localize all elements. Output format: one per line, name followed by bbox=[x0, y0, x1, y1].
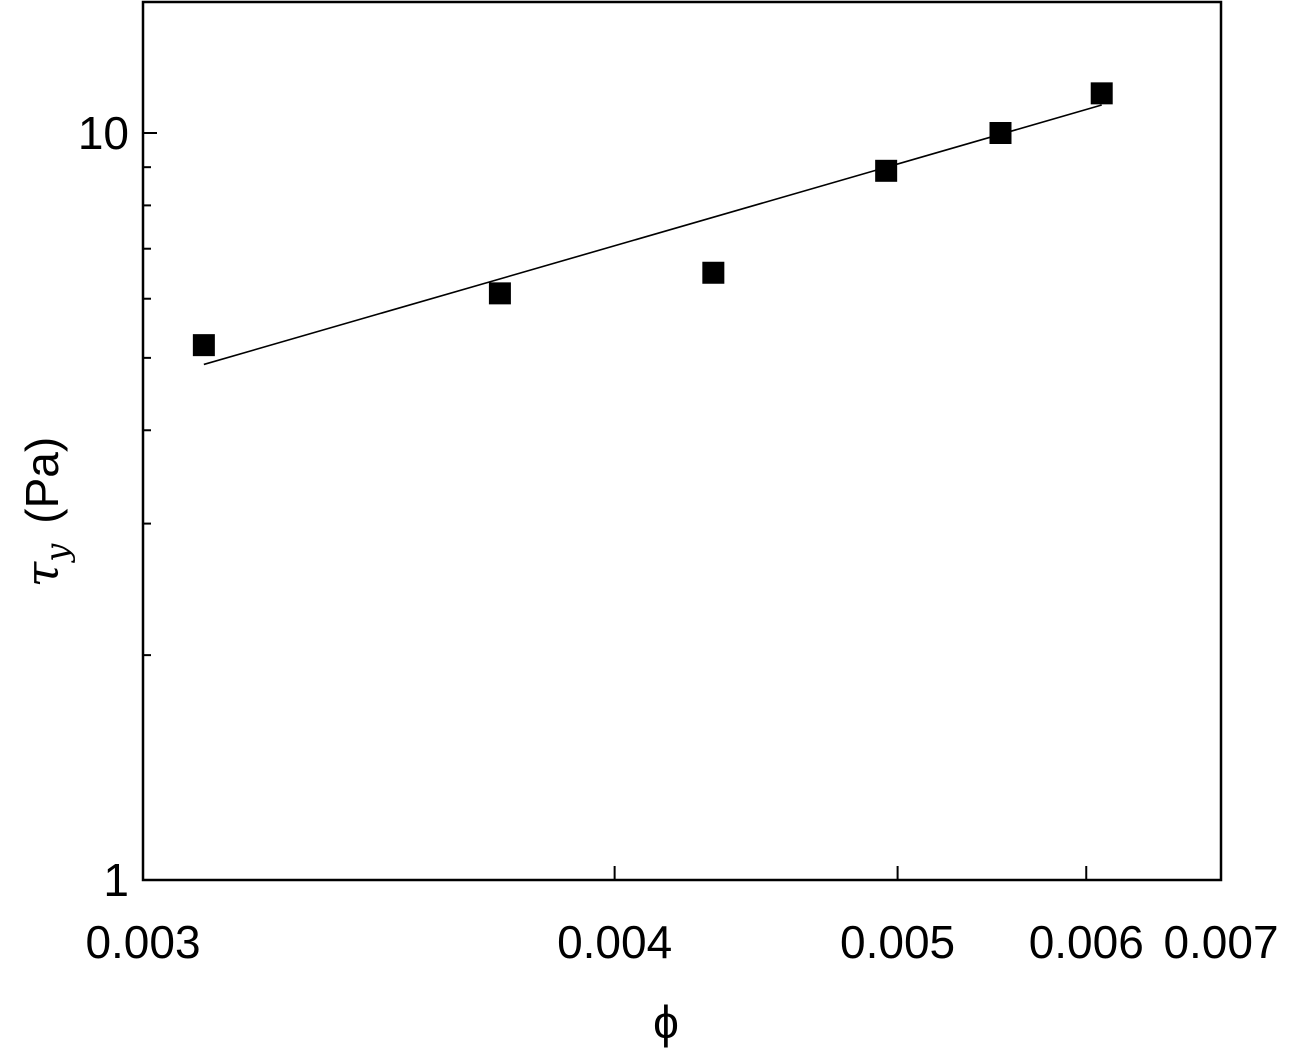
data-point bbox=[488, 282, 511, 305]
svg-text:τy(Pa): τy (Pa) bbox=[15, 437, 76, 587]
x-axis-label: ϕ bbox=[653, 996, 679, 1048]
x-tick-label: 0.005 bbox=[840, 916, 955, 968]
data-point bbox=[1090, 82, 1113, 105]
data-point bbox=[192, 334, 215, 357]
y-axis-label-unit: (Pa) bbox=[16, 437, 68, 524]
y-axis-ticks: 1 10 bbox=[78, 107, 157, 906]
y-axis-label-symbol: τ bbox=[15, 560, 69, 587]
data-point bbox=[989, 122, 1012, 144]
fit-line-group bbox=[203, 104, 1102, 366]
y-tick-label: 10 bbox=[78, 107, 129, 159]
y-axis-label: τy (Pa) bbox=[15, 437, 76, 587]
x-tick-label: 0.003 bbox=[85, 916, 200, 968]
data-points bbox=[192, 82, 1113, 357]
data-point bbox=[875, 159, 898, 182]
y-tick-label: 1 bbox=[103, 854, 129, 906]
x-axis-ticks: 0.003 0.004 0.005 0.006 0.007 bbox=[85, 866, 1279, 968]
data-point bbox=[702, 261, 725, 284]
plot-frame bbox=[141, 0, 1223, 882]
y-axis-label-subscript: y bbox=[38, 543, 76, 564]
fit-line bbox=[203, 104, 1102, 366]
x-tick-label: 0.006 bbox=[1029, 916, 1144, 968]
x-tick-label: 0.007 bbox=[1163, 916, 1278, 968]
x-tick-label: 0.004 bbox=[557, 916, 672, 968]
